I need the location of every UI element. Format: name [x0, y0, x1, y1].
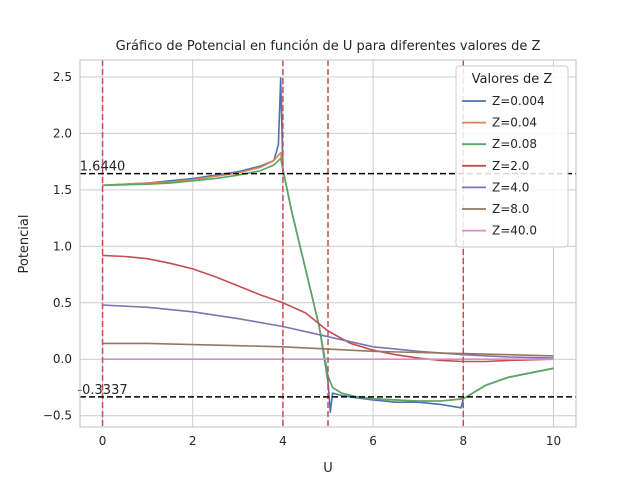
series-line-2 [102, 157, 554, 402]
x-tick-label: 6 [369, 434, 377, 448]
legend-box [455, 65, 569, 248]
y-tick-label: 1.5 [53, 183, 72, 197]
x-tick-label: 2 [189, 434, 197, 448]
x-axis-title: U [323, 461, 333, 476]
legend-label-5: Z=8.0 [492, 202, 529, 216]
x-tick-label: 10 [546, 434, 561, 448]
y-axis-title: Potencial [17, 214, 32, 273]
y-tick-label: −0.5 [43, 409, 72, 423]
legend-label-6: Z=40.0 [492, 224, 537, 238]
legend-label-4: Z=4.0 [492, 180, 529, 194]
legend-label-3: Z=2.0 [492, 159, 529, 173]
x-tick-label: 8 [459, 434, 467, 448]
y-tick-label: 0.5 [53, 296, 72, 310]
legend-label-0: Z=0.004 [492, 94, 545, 108]
y-tick-label: 1.0 [53, 239, 72, 253]
x-tick-label: 4 [279, 434, 287, 448]
reference-line-label: -0.3337 [77, 383, 127, 398]
y-tick-label: 2.0 [53, 126, 72, 140]
legend-label-1: Z=0.04 [492, 116, 537, 130]
plot-area: 1.6440 -0.3337 0 2 4 6 8 10 −0.5 0.0 0.5 1.0 1.5 2.0 2… [43, 59, 577, 448]
series-line-4 [102, 304, 554, 359]
axes-frame [79, 59, 577, 428]
legend-label-2: Z=0.08 [492, 137, 537, 151]
reference-line-label: 1.6440 [80, 160, 126, 175]
chart-title: Gráfico de Potencial en función de U par… [116, 39, 541, 54]
x-tick-label: 0 [99, 434, 107, 448]
y-tick-label: 0.0 [53, 352, 72, 366]
legend-title: Valores de Z [472, 72, 553, 87]
y-tick-label: 2.5 [53, 70, 72, 84]
